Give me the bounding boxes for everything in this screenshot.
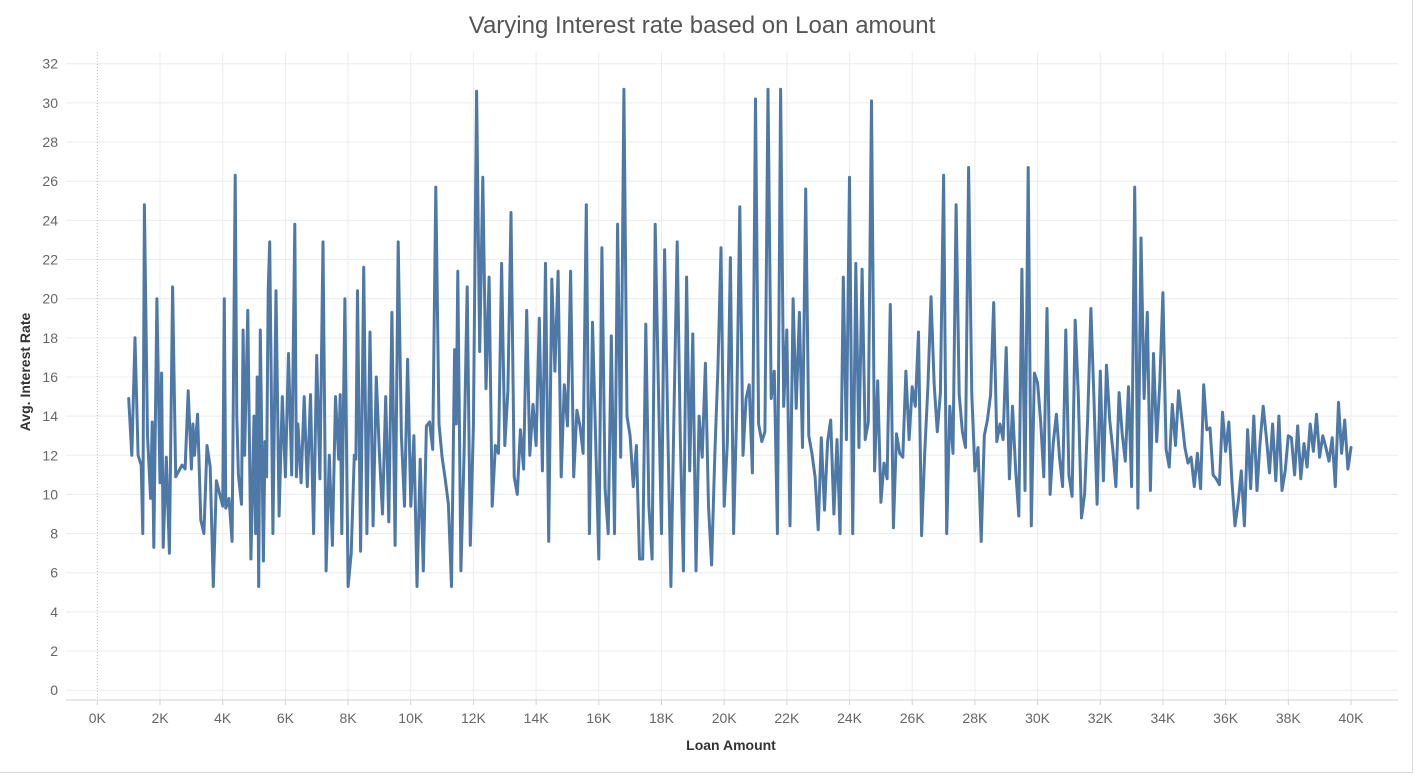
x-tick-label: 2K — [151, 710, 169, 726]
series-line[interactable] — [127, 87, 1353, 588]
x-tick-label: 24K — [837, 710, 863, 726]
y-tick-label: 22 — [42, 252, 58, 268]
x-tick-label: 36K — [1213, 710, 1239, 726]
gridlines — [66, 52, 1398, 700]
x-tick-label: 0K — [89, 710, 107, 726]
y-tick-label: 10 — [42, 486, 58, 502]
y-tick-label: 16 — [42, 369, 58, 385]
chart-title: Varying Interest rate based on Loan amou… — [469, 12, 936, 39]
x-tick-label: 28K — [962, 710, 988, 726]
x-tick-label: 16K — [586, 710, 612, 726]
x-tick-label: 10K — [398, 710, 424, 726]
y-tick-label: 8 — [50, 526, 58, 542]
x-tick-label: 8K — [340, 710, 358, 726]
y-axis-title: Avg. Interest Rate — [17, 313, 33, 432]
x-tick-label: 40K — [1339, 710, 1365, 726]
x-tick-label: 38K — [1276, 710, 1302, 726]
x-tick-label: 12K — [461, 710, 487, 726]
x-tick-label: 26K — [900, 710, 926, 726]
y-tick-label: 26 — [42, 173, 58, 189]
y-tick-label: 18 — [42, 330, 58, 346]
y-tick-label: 12 — [42, 447, 58, 463]
y-tick-label: 2 — [50, 643, 58, 659]
y-tick-label: 32 — [42, 56, 58, 72]
y-tick-label: 24 — [42, 212, 58, 228]
x-tick-label: 4K — [214, 710, 232, 726]
y-tick-label: 0 — [50, 682, 58, 698]
x-tick-label: 34K — [1150, 710, 1176, 726]
y-tick-label: 20 — [42, 291, 58, 307]
y-tick-label: 30 — [42, 95, 58, 111]
y-tick-label: 28 — [42, 134, 58, 150]
x-tick-label: 30K — [1025, 710, 1051, 726]
y-tick-label: 14 — [42, 408, 58, 424]
y-tick-label: 6 — [50, 565, 58, 581]
x-tick-label: 22K — [774, 710, 800, 726]
x-tick-label: 18K — [649, 710, 675, 726]
x-tick-label: 14K — [524, 710, 550, 726]
series-layer — [127, 87, 1353, 588]
y-tick-label: 4 — [50, 604, 58, 620]
x-axis-title: Loan Amount — [686, 737, 776, 753]
x-tick-label: 32K — [1088, 710, 1114, 726]
x-tick-label: 6K — [277, 710, 295, 726]
x-tick-label: 20K — [712, 710, 738, 726]
